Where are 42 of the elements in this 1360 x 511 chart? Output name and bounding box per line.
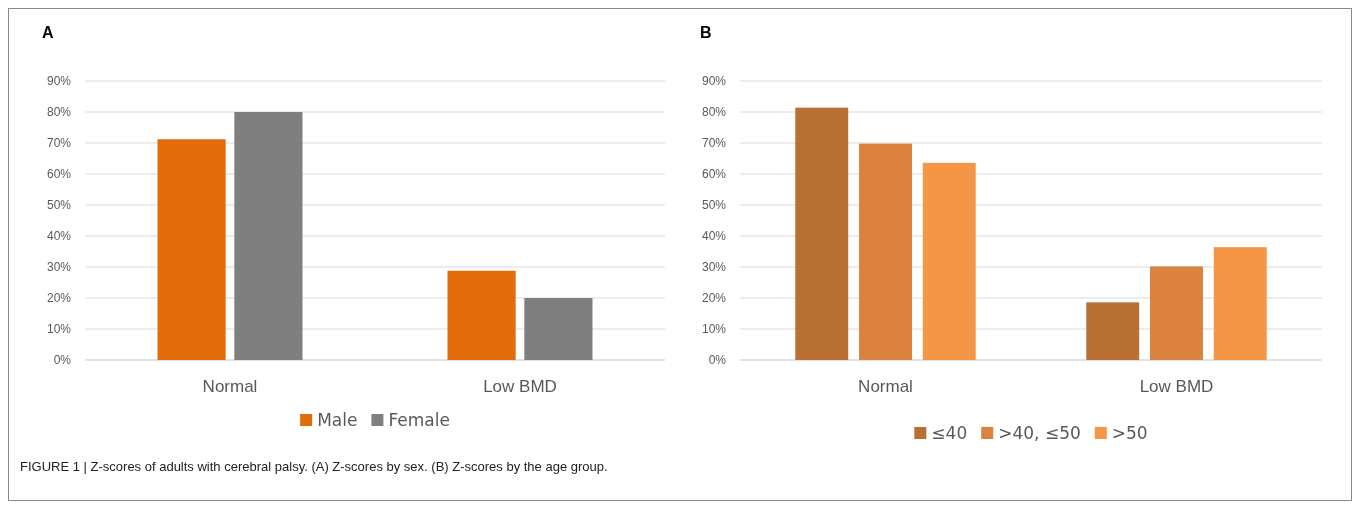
y-tick-label: 80%	[46, 105, 72, 120]
caption: FIGURE 1 | Z-scores of adults with cerebral palsy. (A) Z-scores by sex. (B) Z-scores by the age group.	[20, 459, 608, 474]
y-tick-label: 50%	[701, 198, 727, 213]
y-tick-label: 10%	[701, 322, 727, 337]
y-tick-label: 30%	[701, 260, 727, 275]
y-tick-label: 40%	[701, 229, 727, 244]
y-tick-label: 20%	[46, 291, 72, 306]
x-tick-label: Normal	[202, 377, 258, 397]
bar	[447, 270, 516, 360]
x-tick-label: Low BMD	[1139, 377, 1214, 397]
chart-title: B	[700, 24, 712, 41]
bar	[157, 139, 226, 360]
bar	[1150, 266, 1203, 360]
legend-label: ≤40	[931, 423, 968, 443]
bar	[524, 298, 593, 360]
y-tick-label: 30%	[46, 260, 72, 275]
legend-label: >40, ≤50	[998, 423, 1081, 443]
y-tick-label: 50%	[46, 198, 72, 213]
legend-label: Male	[317, 410, 358, 430]
bar	[859, 143, 912, 360]
y-tick-label: 60%	[701, 167, 727, 182]
y-tick-label: 20%	[701, 291, 727, 306]
legend-label: >50	[1111, 423, 1148, 443]
y-tick-label: 40%	[46, 229, 72, 244]
y-tick-label: 70%	[46, 136, 72, 151]
bar	[1213, 247, 1267, 360]
y-tick-label: 70%	[701, 136, 727, 151]
y-tick-label: 80%	[701, 105, 727, 120]
legend-label: Female	[388, 410, 450, 430]
bar	[234, 112, 303, 360]
chart-title: A	[42, 24, 54, 41]
x-tick-label: Low BMD	[483, 377, 557, 397]
y-tick-label: 90%	[46, 74, 72, 89]
y-tick-label: 90%	[701, 74, 727, 89]
bar	[922, 162, 976, 360]
y-tick-label: 0%	[53, 353, 72, 368]
bar	[1086, 302, 1140, 360]
bar	[795, 107, 849, 360]
x-tick-label: Normal	[858, 377, 913, 397]
y-tick-label: 0%	[708, 353, 727, 368]
y-tick-label: 10%	[46, 322, 72, 337]
y-tick-label: 60%	[46, 167, 72, 182]
